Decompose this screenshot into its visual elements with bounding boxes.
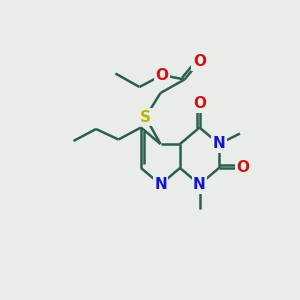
Text: O: O bbox=[193, 96, 206, 111]
Text: O: O bbox=[155, 68, 169, 82]
Text: N: N bbox=[154, 177, 167, 192]
Text: O: O bbox=[193, 54, 206, 69]
Text: N: N bbox=[193, 177, 206, 192]
Text: S: S bbox=[140, 110, 151, 124]
Text: O: O bbox=[236, 160, 250, 175]
Text: N: N bbox=[213, 136, 225, 152]
